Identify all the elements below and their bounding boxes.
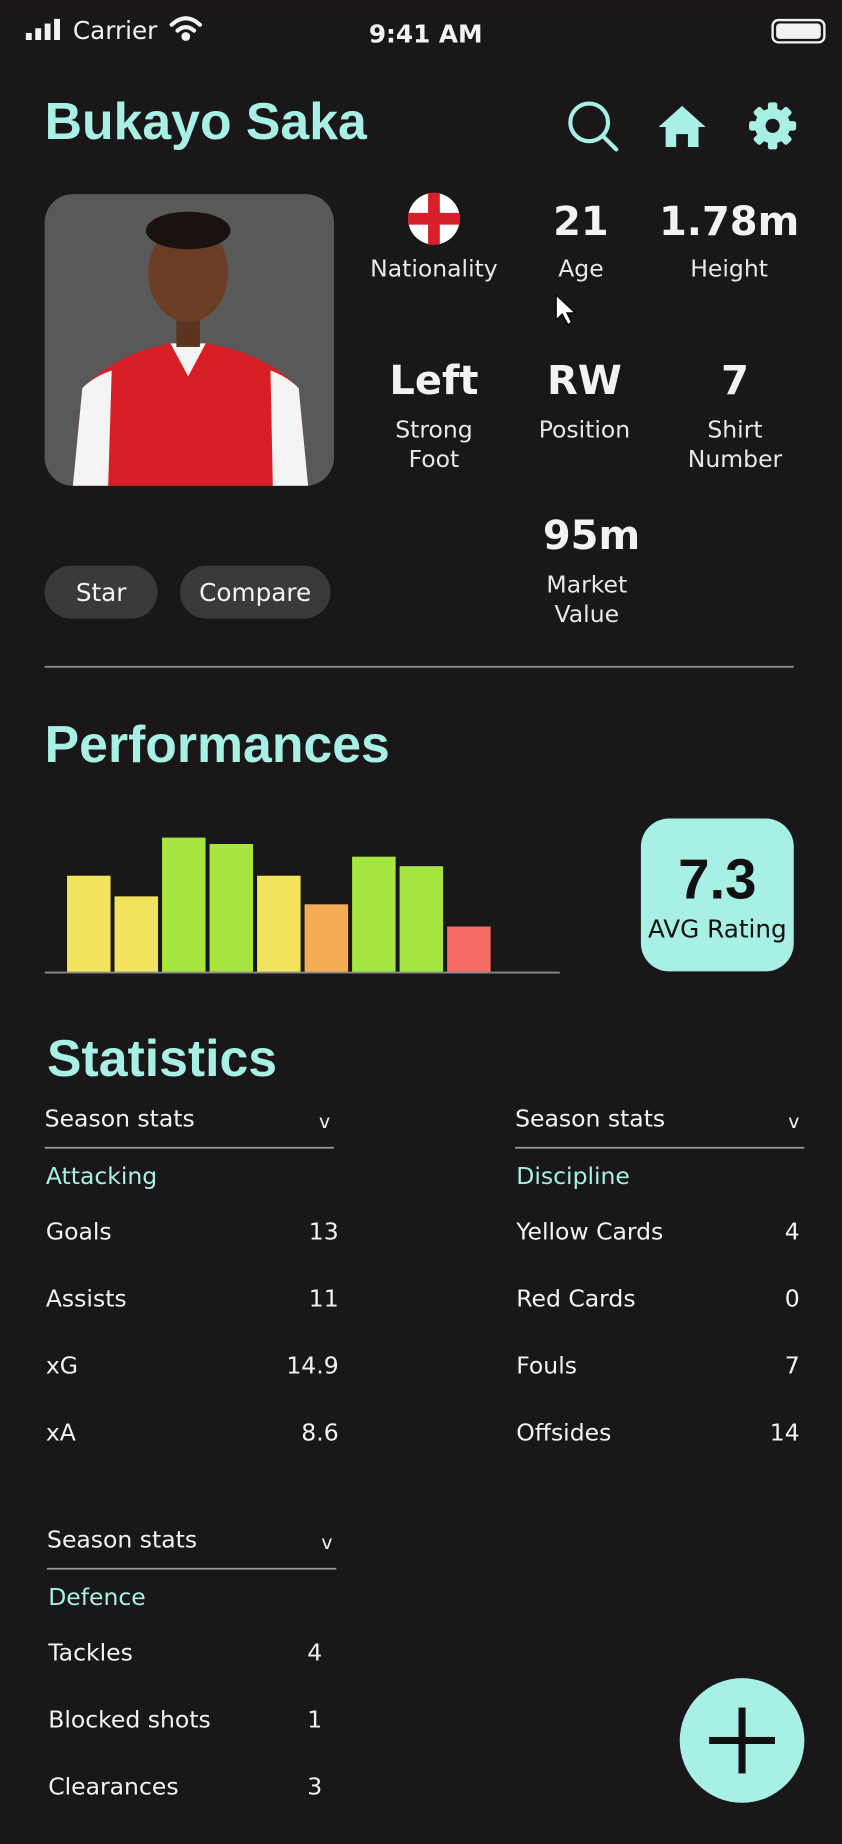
dropdown-caret[interactable]: v [321, 1533, 332, 1554]
stat-label: Offsides [516, 1419, 611, 1447]
section-title: Statistics [47, 1029, 277, 1087]
bar [114, 896, 159, 973]
fact-value: 95m [543, 513, 640, 559]
fact-label: Foot [409, 445, 460, 473]
player-photo [44, 194, 334, 486]
player-name: Bukayo Saka [45, 92, 368, 150]
stat-label: xA [46, 1419, 76, 1447]
avg-rating: 7.3 [678, 847, 756, 910]
home-icon[interactable] [658, 105, 706, 148]
stat-value: 3 [307, 1773, 322, 1801]
fact-label: Market [546, 571, 627, 599]
stat-label: Assists [46, 1285, 127, 1313]
fact-value: RW [547, 358, 622, 404]
search-icon[interactable] [568, 101, 619, 152]
bar [447, 926, 491, 973]
battery-icon [771, 18, 826, 44]
dropdown-caret[interactable]: v [788, 1112, 799, 1133]
compare-button[interactable]: Compare [179, 565, 331, 619]
carrier: Carrier [73, 16, 158, 45]
stat-value: 8.6 [301, 1419, 338, 1447]
stat-value: 13 [309, 1218, 339, 1246]
star-button[interactable]: Star [44, 565, 158, 619]
fact-label: Strong [395, 415, 472, 443]
stat-value: 4 [785, 1218, 800, 1246]
avg-rating-card: 7.3 AVG Rating [640, 818, 794, 972]
section-title: Performances [45, 715, 390, 773]
fact-label: Number [688, 445, 783, 473]
dropdown-caret[interactable]: v [319, 1112, 330, 1133]
bar [399, 866, 444, 973]
stat-panel: Season stats v Defence Tackles 4 Blocked shot… [47, 1526, 337, 1801]
bar [162, 837, 206, 973]
stat-label: Tackles [47, 1639, 133, 1667]
bar [352, 856, 396, 973]
facts: Nationality 21 Age 1.78m Height Left StrongFoo… [370, 199, 799, 628]
stat-value: 4 [307, 1639, 322, 1667]
add-button[interactable] [679, 1678, 805, 1803]
fact-value: 21 [553, 199, 609, 245]
stat-label: Blocked shots [48, 1706, 211, 1734]
signal-icon [25, 18, 60, 41]
dropdown-label[interactable]: Season stats [45, 1105, 195, 1133]
bar [209, 843, 254, 973]
button-label[interactable]: Star [76, 578, 127, 607]
bar [67, 875, 111, 973]
wifi-icon [169, 16, 202, 41]
fact-value: 7 [721, 358, 749, 404]
fact-label: Value [555, 600, 620, 628]
stat-label: Clearances [48, 1773, 178, 1801]
settings-icon[interactable] [749, 102, 797, 150]
stat-label: Red Cards [516, 1285, 635, 1313]
dropdown-label[interactable]: Season stats [515, 1105, 665, 1133]
cursor [555, 293, 577, 326]
stat-value: 14.9 [286, 1352, 338, 1380]
fact-label: Position [539, 415, 630, 443]
fact-value: 1.78m [659, 199, 799, 245]
fact-label: Shirt [707, 415, 762, 443]
fact-value: Left [389, 358, 478, 404]
stat-label: Yellow Cards [515, 1218, 663, 1246]
avg-rating-label: AVG Rating [648, 914, 787, 943]
stat-panel: Season stats v Discipline Yellow Cards 4 Red … [515, 1105, 805, 1447]
stat-heading: Attacking [46, 1162, 157, 1190]
stat-value: 0 [785, 1285, 800, 1313]
clock: 9:41 AM [369, 19, 483, 48]
dropdown-label[interactable]: Season stats [47, 1526, 197, 1554]
stat-value: 11 [309, 1285, 339, 1313]
bar [304, 904, 349, 973]
stat-label: xG [46, 1352, 78, 1380]
stat-value: 1 [307, 1706, 322, 1734]
button-label[interactable]: Compare [199, 578, 311, 607]
stat-heading: Discipline [516, 1162, 630, 1190]
bar [257, 875, 301, 973]
stat-label: Fouls [516, 1352, 577, 1380]
fact-label: Nationality [370, 254, 498, 282]
stat-heading: Defence [48, 1583, 146, 1611]
flag-icon [408, 192, 460, 245]
stat-panel: Season stats v Attacking Goals 13 Assists 11 xG… [45, 1105, 339, 1447]
fact-label: Height [690, 254, 768, 282]
stat-label: Goals [46, 1218, 112, 1246]
stat-value: 14 [770, 1419, 800, 1447]
fact-label: Age [558, 254, 603, 282]
stat-value: 7 [785, 1352, 800, 1380]
rating-chart [67, 837, 491, 973]
